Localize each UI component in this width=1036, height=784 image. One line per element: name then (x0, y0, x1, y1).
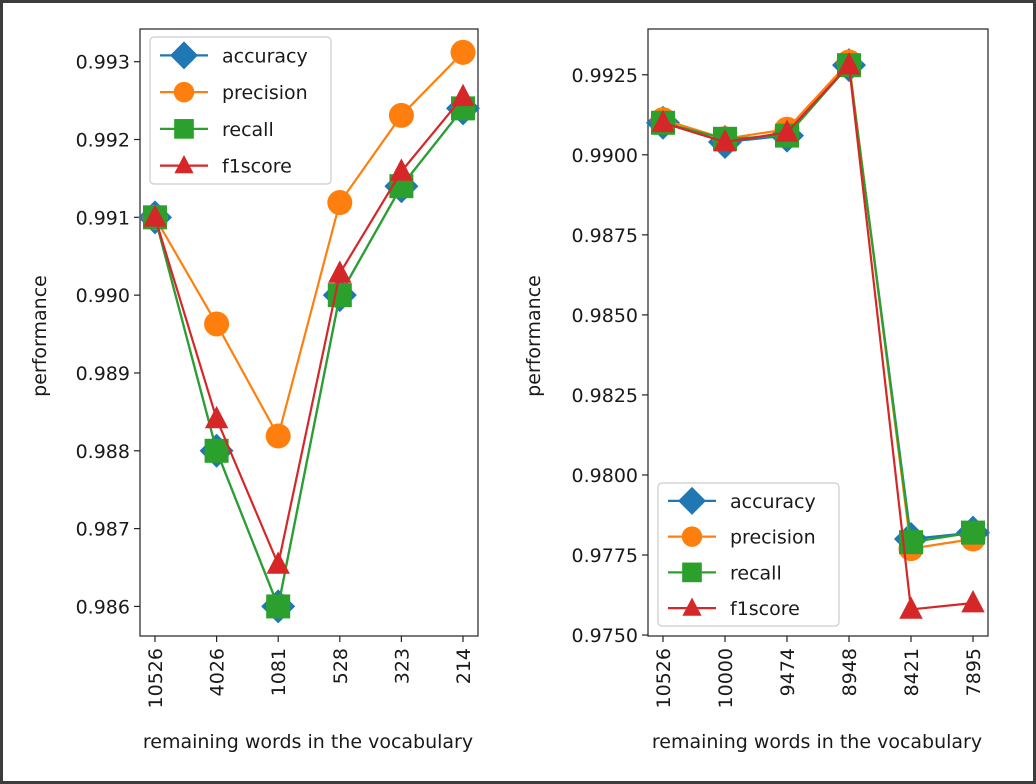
x-tick-label-4: 323 (391, 648, 413, 684)
x-axis-label: remaining words in the vocabulary (652, 731, 982, 753)
x-tick-label-3: 528 (330, 648, 352, 684)
chart-panel-2: 0.9750 0.9775 0.9800 0.9825 0.9850 0.9875 0.99… (523, 28, 990, 753)
data-point-recall-3 (327, 283, 352, 308)
y-tick-label-5: 0.991 (76, 207, 130, 229)
legend-marker-accuracy (170, 41, 198, 70)
legend-marker-recall (174, 119, 194, 139)
legend: accuracy precision recall f1score (149, 36, 332, 185)
series-line-precision (154, 51, 464, 439)
data-point-precision-2 (265, 423, 291, 449)
data-point-f1score-0 (143, 204, 167, 227)
legend-box (657, 482, 840, 627)
legend-label-accuracy: accuracy (222, 45, 308, 67)
figure-canvas: 0.986 0.987 0.988 0.989 0.990 0.991 0.992 0.993… (29, 28, 990, 753)
legend-label-recall: recall (730, 562, 782, 584)
series-accuracy (646, 48, 990, 556)
x-tick-label-4: 8421 (901, 648, 923, 696)
x-tick-label-2: 1081 (268, 648, 290, 696)
y-tick-label-3: 0.989 (76, 363, 130, 385)
legend-marker-f1score (174, 154, 194, 174)
chart-panel-1: 0.986 0.987 0.988 0.989 0.990 0.991 0.992 0.993… (29, 28, 480, 753)
y-tick-label-2: 0.9800 (572, 465, 638, 487)
legend-marker-precision (173, 81, 195, 103)
y-tick-label-6: 0.9900 (572, 145, 638, 167)
x-axis-label: remaining words in the vocabulary (143, 731, 473, 753)
y-tick-label-2: 0.988 (76, 441, 130, 463)
legend-marker-precision (681, 526, 703, 547)
y-axis-label: performance (29, 275, 51, 397)
y-tick-label-6: 0.992 (76, 130, 130, 152)
data-point-f1score-1 (713, 129, 737, 152)
data-point-f1score-0 (651, 109, 675, 133)
series-line-recall (153, 107, 464, 611)
data-point-f1score-2 (775, 119, 799, 142)
y-tick-label-0: 0.986 (76, 596, 130, 618)
x-tick-label-1: 4026 (207, 648, 229, 696)
data-point-f1score-4 (389, 158, 414, 181)
data-point-precision-3 (327, 190, 353, 216)
data-point-f1score-5 (961, 590, 985, 613)
y-tick-label-7: 0.9925 (572, 65, 638, 87)
legend-label-f1score: f1score (730, 598, 800, 620)
legend-box (149, 36, 332, 185)
data-point-f1score-2 (266, 551, 290, 574)
x-tick-label-2: 9474 (777, 648, 799, 696)
x-tick-label-5: 214 (453, 648, 475, 684)
y-tick-label-1: 0.9775 (572, 545, 638, 567)
data-point-recall-5 (961, 520, 985, 545)
data-point-precision-4 (388, 102, 414, 128)
series-f1score (143, 83, 475, 574)
y-tick-label-5: 0.9875 (572, 225, 638, 247)
legend-marker-f1score (682, 597, 702, 616)
legend-label-precision: precision (730, 527, 816, 549)
x-tick-label-1: 10000 (715, 648, 737, 708)
series-line-f1score (662, 62, 974, 611)
data-point-f1score-3 (328, 260, 352, 283)
legend-label-f1score: f1score (222, 156, 292, 178)
y-tick-label-3: 0.9825 (572, 385, 638, 407)
data-point-precision-1 (204, 311, 230, 337)
data-point-precision-5 (450, 39, 476, 65)
y-axis-label: performance (523, 275, 545, 397)
plot-area-frame (647, 28, 989, 637)
x-tick-label-3: 8948 (839, 648, 861, 696)
legend: accuracy precision recall f1score (657, 482, 840, 627)
data-point-f1score-5 (451, 83, 475, 107)
legend-label-precision: precision (222, 82, 308, 104)
y-tick-label-1: 0.987 (76, 519, 130, 541)
plot-area-frame (139, 28, 479, 637)
legend-marker-recall (682, 562, 702, 583)
series-recall (651, 53, 985, 555)
legend-marker-accuracy (678, 486, 706, 515)
data-point-recall-1 (204, 438, 229, 463)
data-point-recall-2 (266, 594, 291, 619)
y-tick-label-4: 0.990 (76, 285, 130, 307)
x-tick-label-0: 10526 (145, 648, 167, 708)
series-line-f1score (153, 96, 464, 569)
data-point-f1score-4 (899, 596, 923, 619)
data-point-f1score-3 (837, 52, 861, 75)
x-tick-label-0: 10526 (653, 648, 675, 708)
x-tick-label-5: 7895 (963, 648, 985, 696)
y-tick-label-7: 0.993 (76, 52, 130, 74)
y-tick-label-0: 0.9750 (572, 625, 638, 647)
y-tick-label-4: 0.9850 (572, 305, 638, 327)
legend-label-recall: recall (222, 119, 274, 141)
series-f1score (651, 52, 985, 619)
data-point-f1score-1 (204, 405, 229, 429)
legend-label-accuracy: accuracy (730, 491, 816, 513)
